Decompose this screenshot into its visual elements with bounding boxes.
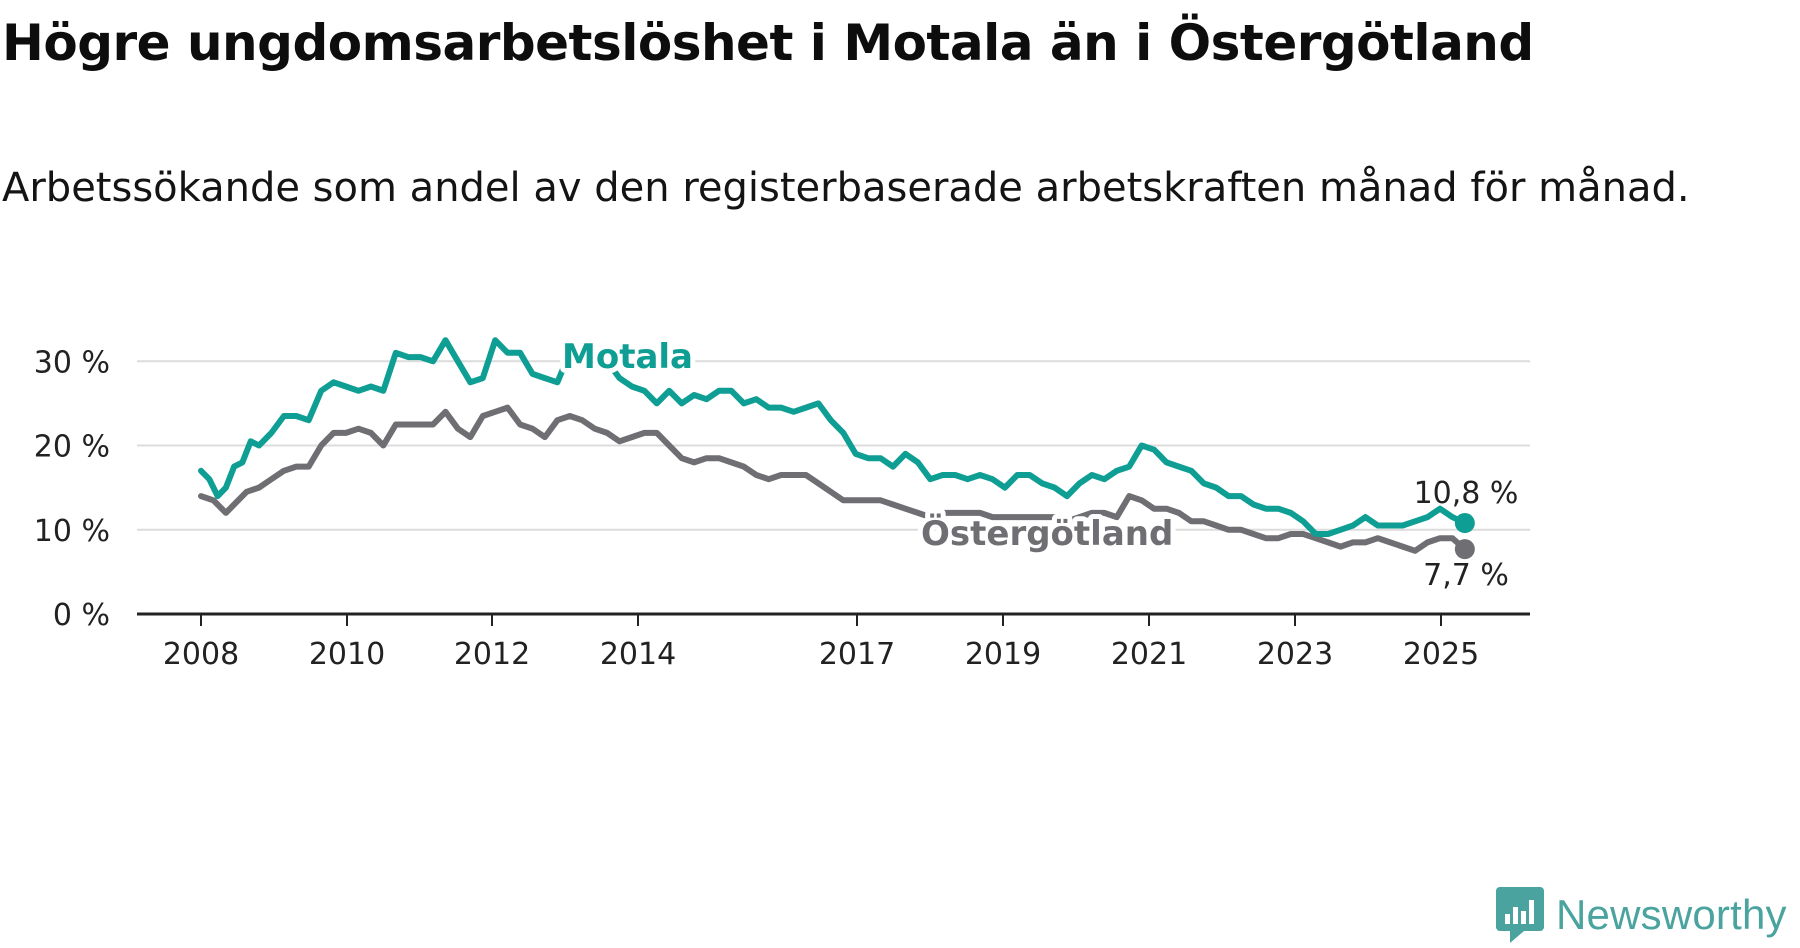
y-tick-label: 10 % [34, 514, 110, 549]
series-line-motala [198, 337, 1468, 537]
chart-subtitle: Arbetssökande som andel av den registerb… [2, 165, 1690, 211]
x-tick-label: 2025 [1403, 637, 1479, 672]
series-label-ostergotland-halo: Östergötland [921, 513, 1173, 554]
x-tick-label: 2008 [163, 637, 239, 672]
x-tick-label: 2019 [965, 637, 1041, 672]
brand-label: Newsworthy [1556, 891, 1787, 938]
series-label-motala-halo: Motala [562, 337, 693, 377]
y-tick-label: 30 % [34, 345, 110, 380]
x-tick-label: 2017 [819, 637, 895, 672]
x-tick-label: 2014 [600, 637, 676, 672]
x-tick-label: 2010 [309, 637, 385, 672]
newsworthy-logo-icon [1496, 887, 1544, 943]
end-label-ostergotland: 7,7 % [1423, 558, 1509, 593]
end-point-ostergotland [1454, 539, 1475, 560]
y-tick-label: 0 % [53, 598, 110, 633]
series-line-ostergotland [198, 404, 1468, 554]
series-label-motala: Motala [562, 337, 693, 377]
brand-logo[interactable]: Newsworthy [1496, 882, 1787, 948]
series-label-ostergotland: Östergötland [921, 513, 1173, 554]
chart-title: Högre ungdomsarbetslöshet i Motala än i … [2, 14, 1534, 72]
x-tick-label: 2021 [1111, 637, 1187, 672]
x-tick-label: 2023 [1257, 637, 1333, 672]
end-point-motala [1454, 513, 1475, 534]
y-tick-label: 20 % [34, 430, 110, 465]
end-label-motala: 10,8 % [1414, 476, 1519, 511]
x-tick-label: 2012 [454, 637, 530, 672]
